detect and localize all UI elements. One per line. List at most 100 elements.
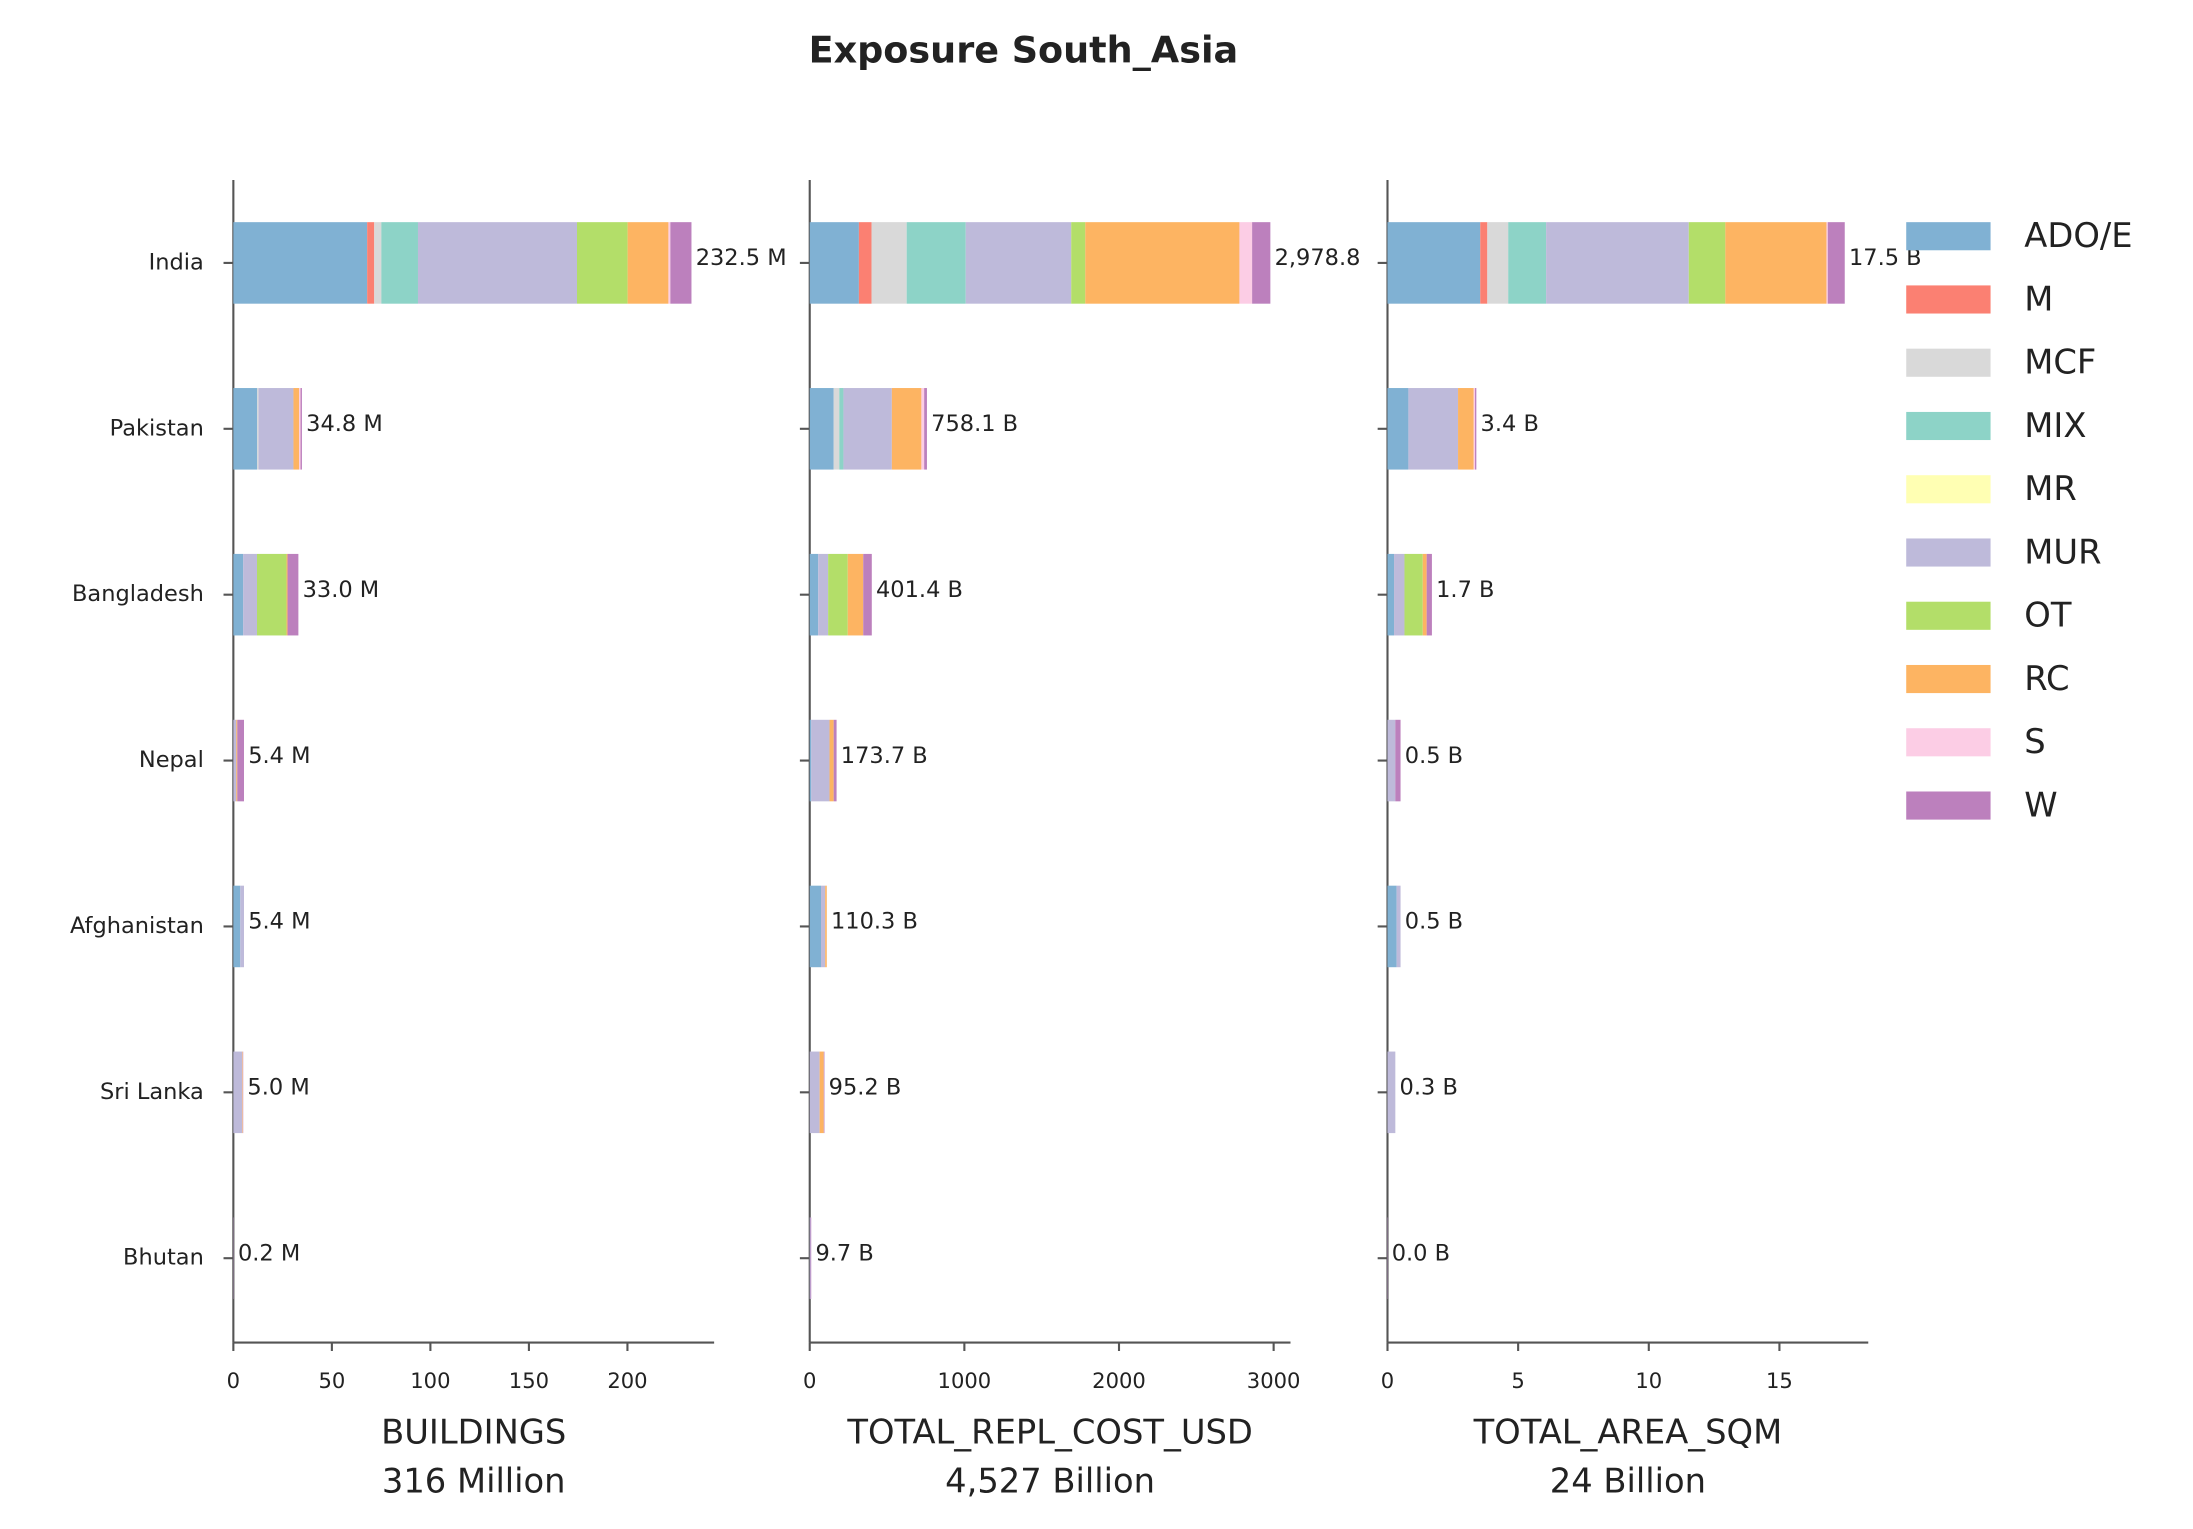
- total-label: 2,978.8: [1275, 245, 1361, 271]
- total-label: 173.7 B: [841, 743, 928, 769]
- bar-segment: [1396, 885, 1401, 968]
- total-label: 5.4 M: [248, 909, 310, 935]
- bar-segment: [871, 222, 907, 304]
- legend-label: MCF: [2024, 343, 2096, 382]
- bar-segment: [243, 553, 258, 636]
- total-label: 33.0 M: [303, 577, 380, 603]
- total-label: 1.7 B: [1436, 577, 1494, 603]
- y-tick-label: Nepal: [139, 747, 204, 773]
- y-tick-label: Sri Lanka: [100, 1079, 204, 1105]
- bar-segment: [1827, 222, 1845, 304]
- total-label: 110.3 B: [831, 909, 918, 935]
- legend-swatch: [1906, 538, 1991, 567]
- bar-segment: [1480, 222, 1488, 304]
- bar-segment: [1426, 553, 1432, 636]
- bar-segment: [809, 719, 812, 802]
- legend-label: ADO/E: [2024, 216, 2132, 255]
- bar-segment: [809, 388, 834, 470]
- y-tick-label: Bhutan: [123, 1245, 204, 1271]
- bar-segment: [242, 1051, 243, 1134]
- y-tick-label: India: [149, 249, 204, 275]
- x-tick-label: 0: [227, 1368, 240, 1393]
- bar-segment: [906, 222, 966, 304]
- total-label: 0.0 B: [1392, 1240, 1450, 1266]
- bar-segment: [1387, 1051, 1396, 1134]
- legend-label: RC: [2024, 659, 2069, 698]
- bar-segment: [374, 222, 382, 304]
- bar-segment: [847, 553, 864, 636]
- bar-segment: [1239, 222, 1253, 304]
- total-label: 0.2 M: [238, 1240, 300, 1266]
- y-tick-label: Afghanistan: [70, 913, 204, 939]
- bar-segment: [809, 1051, 820, 1134]
- bar-segment: [843, 388, 892, 470]
- x-tick-label: 2000: [1092, 1368, 1146, 1393]
- legend-label: OT: [2024, 596, 2072, 635]
- bar-segment: [1071, 222, 1086, 304]
- total-label: 0.5 B: [1405, 743, 1463, 769]
- bar-segment: [809, 1217, 811, 1299]
- bar-segment: [1458, 388, 1474, 470]
- bar-segment: [417, 222, 577, 304]
- bar-segment: [924, 388, 927, 470]
- x-axis-label: TOTAL_REPL_COST_USD: [846, 1412, 1253, 1451]
- x-axis-label: TOTAL_AREA_SQM: [1473, 1412, 1783, 1451]
- bar-segment: [1725, 222, 1827, 304]
- bar-segment: [237, 719, 244, 802]
- x-axis-subtitle: 4,527 Billion: [945, 1462, 1155, 1501]
- legend-swatch: [1906, 791, 1991, 820]
- bar-segment: [1387, 553, 1395, 636]
- x-tick-label: 100: [410, 1368, 450, 1393]
- chart-title: Exposure South_Asia: [809, 29, 1239, 72]
- bar-segment: [576, 222, 628, 304]
- total-label: 0.3 B: [1400, 1075, 1458, 1101]
- bar-segment: [1387, 222, 1481, 304]
- bar-segment: [828, 553, 848, 636]
- bar-segment: [367, 222, 375, 304]
- bar-segment: [1688, 222, 1726, 304]
- legend-swatch: [1906, 475, 1991, 504]
- legend-swatch: [1906, 664, 1991, 694]
- total-label: 758.1 B: [931, 411, 1018, 437]
- bar-segment: [833, 388, 840, 470]
- x-axis-label: BUILDINGS: [381, 1412, 566, 1451]
- bar-segment: [921, 388, 925, 470]
- bar-segment: [293, 388, 300, 470]
- legend-label: M: [2024, 279, 2053, 318]
- bar-segment: [1475, 388, 1477, 470]
- total-label: 232.5 M: [696, 245, 787, 271]
- bar-segment: [818, 553, 829, 636]
- legend-swatch: [1906, 601, 1991, 630]
- y-tick-label: Pakistan: [110, 415, 204, 441]
- bar-segment: [233, 553, 244, 636]
- bar-segment: [1387, 719, 1396, 802]
- bar-segment: [809, 553, 819, 636]
- bar-segment: [1487, 222, 1509, 304]
- bar-segment: [821, 885, 826, 968]
- legend-label: S: [2024, 722, 2045, 761]
- legend-label: MUR: [2024, 532, 2101, 571]
- bar-segment: [286, 553, 288, 636]
- x-tick-label: 150: [509, 1368, 549, 1393]
- bar-segment: [819, 1051, 824, 1134]
- bar-segment: [1826, 222, 1828, 304]
- bar-segment: [1546, 222, 1689, 304]
- bar-segment: [257, 553, 287, 636]
- total-label: 0.5 B: [1405, 909, 1463, 935]
- bar-segment: [829, 719, 834, 802]
- bar-segment: [1387, 885, 1397, 968]
- total-label: 5.0 M: [247, 1075, 309, 1101]
- bar-segment: [1085, 222, 1240, 304]
- bar-segment: [1508, 222, 1547, 304]
- bar-segment: [858, 222, 872, 304]
- bar-segment: [811, 719, 830, 802]
- total-label: 401.4 B: [876, 577, 963, 603]
- bar-segment: [299, 388, 301, 470]
- y-tick-label: Bangladesh: [72, 581, 204, 607]
- bar-segment: [236, 719, 238, 802]
- x-tick-label: 10: [1635, 1368, 1662, 1393]
- total-label: 34.8 M: [306, 411, 383, 437]
- bar-segment: [1252, 222, 1271, 304]
- bar-segment: [233, 885, 241, 968]
